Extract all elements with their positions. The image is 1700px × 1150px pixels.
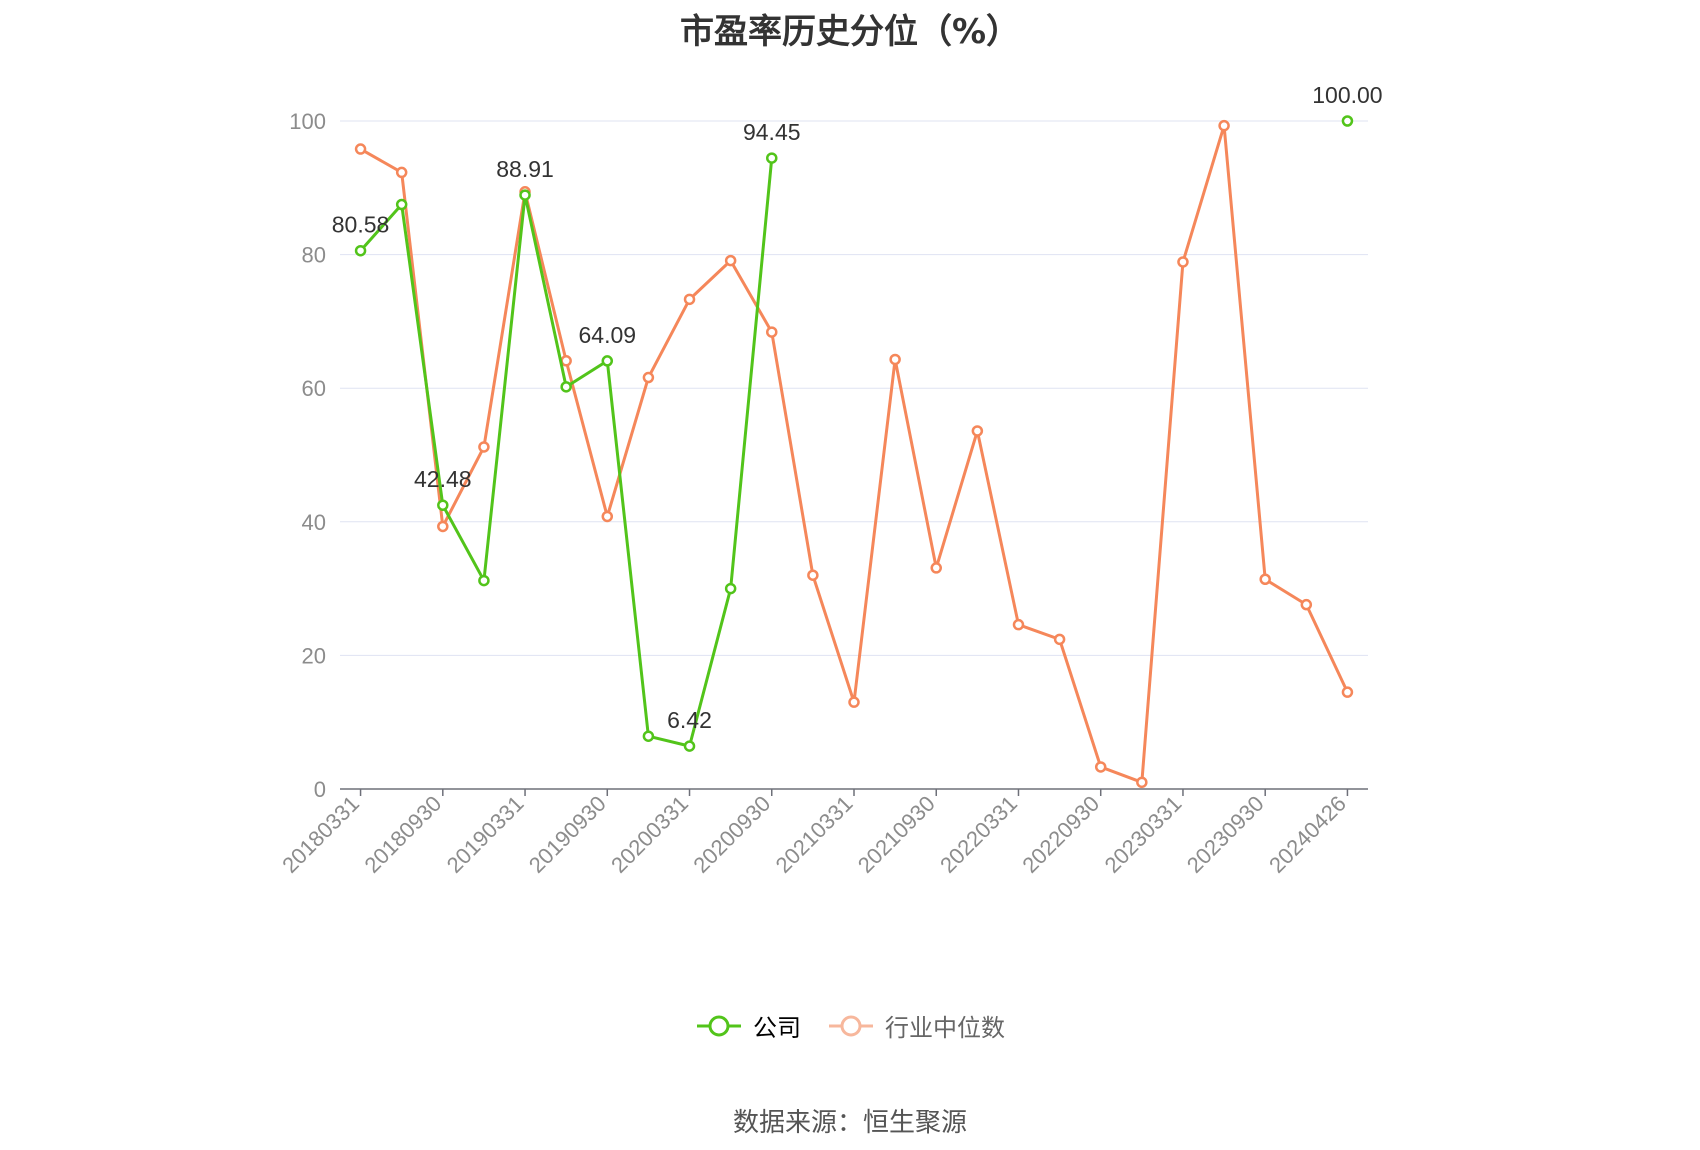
chart-title: 市盈率历史分位（%） <box>679 12 1021 52</box>
data-point <box>601 510 614 523</box>
data-point <box>642 371 655 384</box>
x-tick-label: 20240426 <box>1264 791 1351 878</box>
data-point <box>1341 686 1354 698</box>
data-point <box>1259 573 1271 585</box>
data-label: 88.91 <box>496 156 554 182</box>
data-point <box>1094 761 1107 773</box>
data-source-note: 数据来源：恒生聚源 <box>732 1108 967 1138</box>
legend: 公司 行业中位数 <box>0 1008 1700 1043</box>
data-point <box>683 740 696 752</box>
legend-item-industry-median[interactable]: 行业中位数 <box>827 1008 1005 1043</box>
data-point <box>889 353 901 366</box>
legend-item-company[interactable]: 公司 <box>695 1008 801 1043</box>
y-tick-label: 40 <box>302 510 326 535</box>
x-tick-label: 20220930 <box>1017 791 1104 878</box>
y-tick-label: 100 <box>289 109 326 134</box>
data-point <box>354 244 367 257</box>
data-point <box>930 562 942 574</box>
x-tick-label: 20190331 <box>442 791 529 878</box>
data-point <box>1341 115 1354 127</box>
data-point <box>1012 618 1025 631</box>
data-point <box>1053 633 1066 646</box>
data-point <box>642 730 655 742</box>
data-point <box>807 569 819 581</box>
data-label: 42.48 <box>414 466 472 492</box>
data-point <box>519 189 531 201</box>
x-tick-label: 20180930 <box>359 791 446 878</box>
data-point <box>395 198 408 211</box>
data-point <box>478 574 490 587</box>
data-point <box>1177 256 1189 268</box>
data-point <box>560 355 572 367</box>
series-line <box>359 157 774 748</box>
x-tick-label: 20220331 <box>935 791 1022 878</box>
data-point <box>766 152 778 164</box>
legend-marker-industry-median <box>829 1015 873 1036</box>
data-label: 64.09 <box>578 322 636 348</box>
data-point <box>354 143 367 155</box>
data-point <box>848 696 860 708</box>
y-tick-label: 60 <box>302 376 326 401</box>
data-point <box>1300 598 1313 611</box>
data-label: 100.00 <box>1312 82 1382 108</box>
x-tick-label: 20230930 <box>1182 791 1269 878</box>
series-line <box>359 124 1349 784</box>
data-point <box>766 326 778 338</box>
chart-plot: 0 20 40 60 80 100 2018033120180930201903312019… <box>277 82 1382 878</box>
x-tick-label: 20210331 <box>771 791 858 878</box>
x-tick-label: 20180331 <box>277 791 364 878</box>
data-point <box>1136 776 1148 789</box>
data-point <box>1218 119 1230 132</box>
x-tick-label: 20200331 <box>606 791 693 878</box>
x-tick-label: 20210930 <box>853 791 940 878</box>
x-tick-label: 20200930 <box>688 791 775 878</box>
x-tick-label: 20230331 <box>1100 791 1187 878</box>
x-tick-label: 20190930 <box>524 791 611 878</box>
legend-label-industry-median: 行业中位数 <box>885 1014 1005 1042</box>
data-point <box>683 293 696 306</box>
data-point <box>560 381 572 393</box>
y-tick-label: 0 <box>314 777 326 802</box>
data-point <box>601 355 614 367</box>
data-label: 94.45 <box>743 119 801 145</box>
data-point <box>437 520 449 533</box>
data-label: 80.58 <box>332 212 390 238</box>
data-point <box>971 425 984 437</box>
y-tick-label: 20 <box>302 643 326 668</box>
data-point <box>478 441 490 453</box>
legend-label-company: 公司 <box>753 1014 801 1042</box>
data-point <box>724 582 737 595</box>
data-label: 6.42 <box>667 707 712 733</box>
data-point <box>724 254 737 267</box>
data-point <box>395 166 408 179</box>
data-point <box>437 499 449 511</box>
y-tick-label: 80 <box>302 243 326 268</box>
legend-marker-company <box>697 1015 741 1036</box>
